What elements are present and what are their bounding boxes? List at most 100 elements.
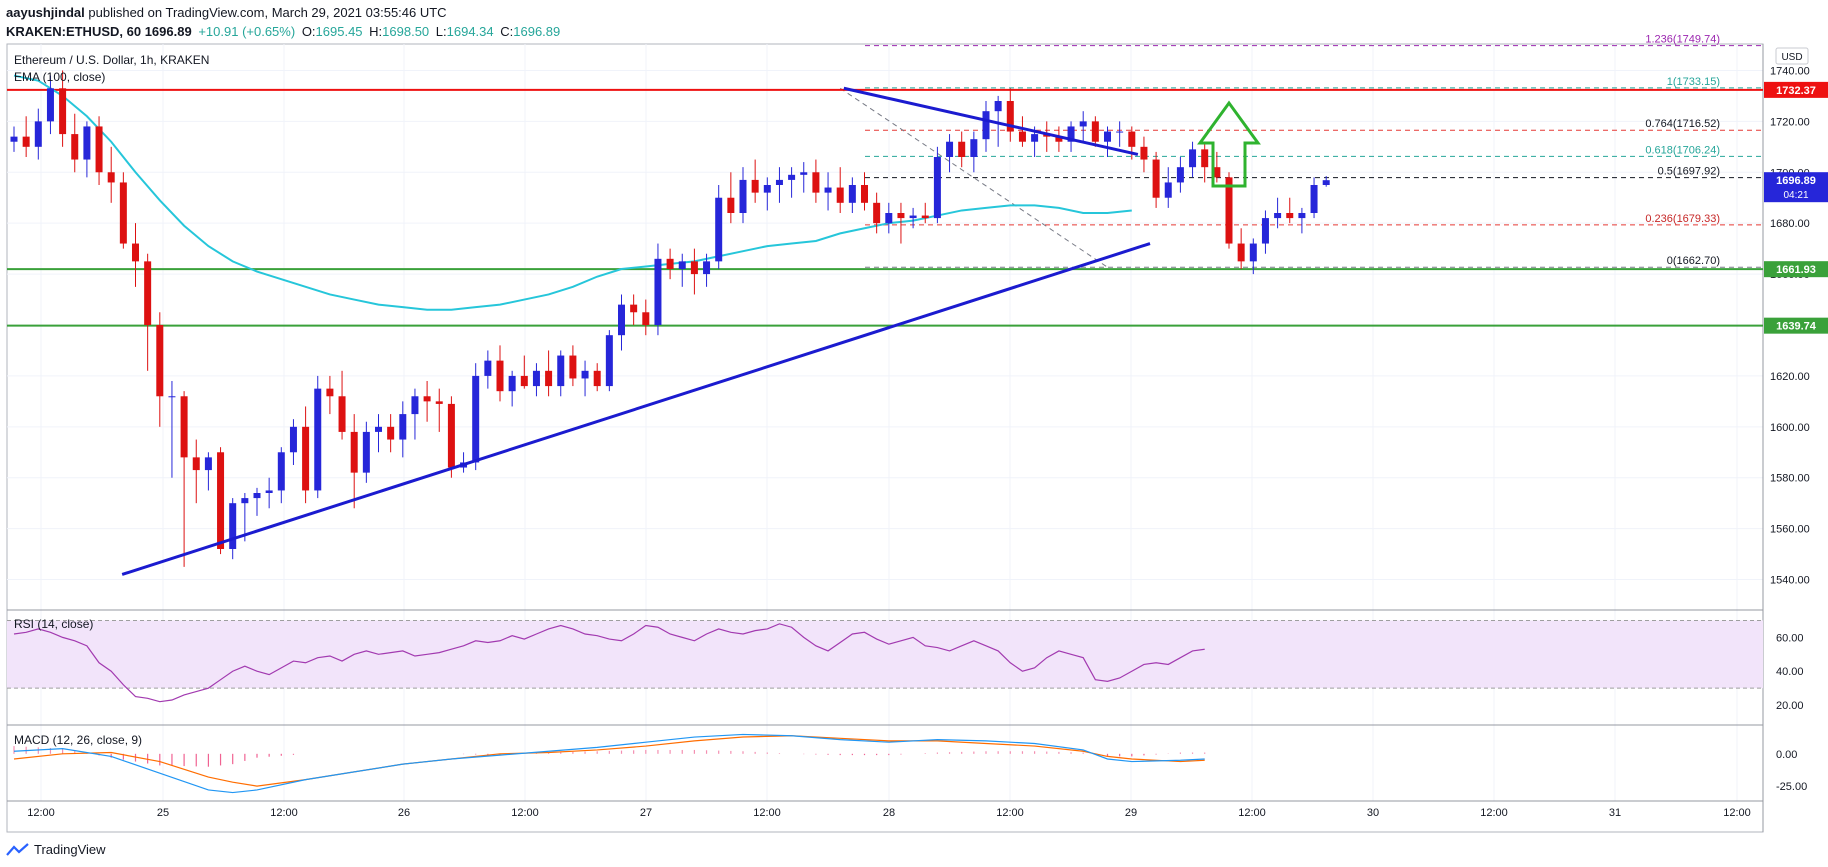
candle-body: [1261, 218, 1269, 244]
candle-body: [605, 335, 613, 387]
candle-body: [302, 426, 310, 491]
candle-body: [1079, 121, 1087, 127]
candle-body: [1006, 101, 1014, 132]
price-tick-label: 1600.00: [1770, 422, 1810, 434]
time-tick-label: 12:00: [270, 807, 298, 819]
candle-body: [314, 388, 322, 491]
price-tick-label: 1740.00: [1770, 65, 1810, 77]
candle-body: [326, 388, 334, 397]
low-value: 1694.34: [446, 24, 494, 39]
candle-body: [1274, 213, 1282, 219]
candle-body: [630, 304, 638, 313]
quote-line: KRAKEN:ETHUSD, 60 1696.89 +10.91 (+0.65%…: [6, 22, 563, 41]
price-tick-label: 1540.00: [1770, 575, 1810, 587]
price-badge-label: 1661.93: [1776, 264, 1816, 276]
ema-line: [13, 74, 1132, 311]
price-badges: 1732.37 1696.89 04:21 1661.93 1639.74: [1764, 81, 1828, 334]
candle-body: [71, 134, 79, 160]
candle-body: [569, 355, 577, 379]
candle-body: [1322, 180, 1330, 185]
rsi-tick-label: 40.00: [1776, 666, 1804, 678]
candle-body: [897, 213, 905, 219]
candle-body: [34, 121, 42, 147]
candle-body: [144, 261, 152, 325]
price-tick-label: 1620.00: [1770, 371, 1810, 383]
candle-body: [1091, 121, 1099, 142]
time-axis: 12:00 25 12:00 26 12:00 27 12:00 28 12:00 29 12:00…: [27, 807, 1751, 819]
candle-body: [545, 370, 553, 387]
open-value: 1695.45: [315, 24, 363, 39]
macd-legend: MACD (12, 26, close, 9): [14, 733, 142, 747]
candle-body: [83, 126, 91, 160]
candle-body: [435, 401, 443, 404]
tradingview-footer[interactable]: TradingView: [6, 842, 106, 857]
time-tick-label: 28: [883, 807, 895, 819]
ema-legend: EMA (100, close): [14, 70, 105, 84]
candle-body: [1237, 243, 1245, 262]
trendlines[interactable]: [121, 86, 1151, 576]
candle-body: [265, 490, 273, 493]
candle-body: [338, 396, 346, 432]
rsi-legend: RSI (14, close): [14, 617, 93, 631]
candle-body: [946, 141, 954, 157]
author-name[interactable]: aayushjindal: [6, 5, 85, 20]
fib-level-label: 0.236(1679.33): [1645, 213, 1720, 225]
close-value: 1696.89: [513, 24, 561, 39]
candle-body: [836, 187, 844, 203]
time-tick-label: 12:00: [27, 807, 55, 819]
candle-body: [180, 396, 188, 458]
support-price-badge: [1764, 261, 1828, 278]
fib-level-label: 0.5(1697.92): [1658, 166, 1720, 178]
fib-level-label: 0(1662.70): [1667, 255, 1720, 267]
horizontal-levels[interactable]: [7, 88, 1763, 327]
candle-body: [362, 431, 370, 473]
candle-body: [593, 370, 601, 387]
candle-body: [958, 141, 966, 157]
trendline: [843, 86, 1139, 156]
resistance-price-badge: [1764, 81, 1828, 98]
fib-level-label: 0.764(1716.52): [1645, 118, 1720, 130]
candle-body: [229, 503, 237, 549]
price-tick-label: 1680.00: [1770, 218, 1810, 230]
arrow-annotation[interactable]: [1197, 100, 1261, 188]
rsi-tick-label: 60.00: [1776, 632, 1804, 644]
candle-body: [861, 185, 868, 203]
green-up-arrow[interactable]: [1197, 100, 1261, 188]
candle-body: [95, 126, 103, 173]
countdown-label: 04:21: [1783, 190, 1808, 201]
candle-body: [253, 493, 261, 499]
price-tick-label: 1720.00: [1770, 116, 1810, 128]
candle-body: [581, 370, 589, 379]
rsi-line: [13, 623, 1205, 703]
last-price: 1696.89: [144, 24, 192, 39]
candle-body: [1286, 213, 1294, 219]
candle-body: [375, 426, 382, 432]
time-tick-label: 25: [157, 807, 169, 819]
candle-body: [690, 261, 698, 275]
candle-body: [1104, 131, 1111, 142]
close-label: C:: [500, 24, 514, 39]
candle-body: [484, 360, 492, 376]
time-tick-label: 12:00: [511, 807, 539, 819]
candle-body: [289, 426, 297, 453]
publication-header: aayushjindal published on TradingView.co…: [6, 3, 563, 41]
low-label: L:: [435, 24, 447, 39]
price-badge-label: 1639.74: [1776, 321, 1817, 333]
support-price-badge: [1764, 317, 1828, 334]
currency-box[interactable]: [1775, 47, 1809, 65]
candle-body: [447, 403, 455, 468]
fibonacci-retracement[interactable]: 1.236(1749.74) 1(1733.15) 0.764(1716.52) 0.…: [839, 34, 1763, 268]
time-tick-label: 27: [640, 807, 652, 819]
footer-brand: TradingView: [34, 842, 106, 857]
price-tick-label: 1580.00: [1770, 473, 1810, 485]
candle-body: [508, 375, 516, 392]
open-label: O:: [301, 24, 316, 39]
candle-body: [192, 457, 200, 471]
symbol-label[interactable]: KRAKEN:ETHUSD, 60: [6, 24, 142, 39]
tradingview-logo-icon: [6, 842, 29, 856]
fib-level-label: 1(1733.15): [1667, 76, 1720, 88]
candles: [10, 70, 1330, 567]
candle-body: [824, 187, 832, 193]
candle-body: [666, 258, 674, 269]
